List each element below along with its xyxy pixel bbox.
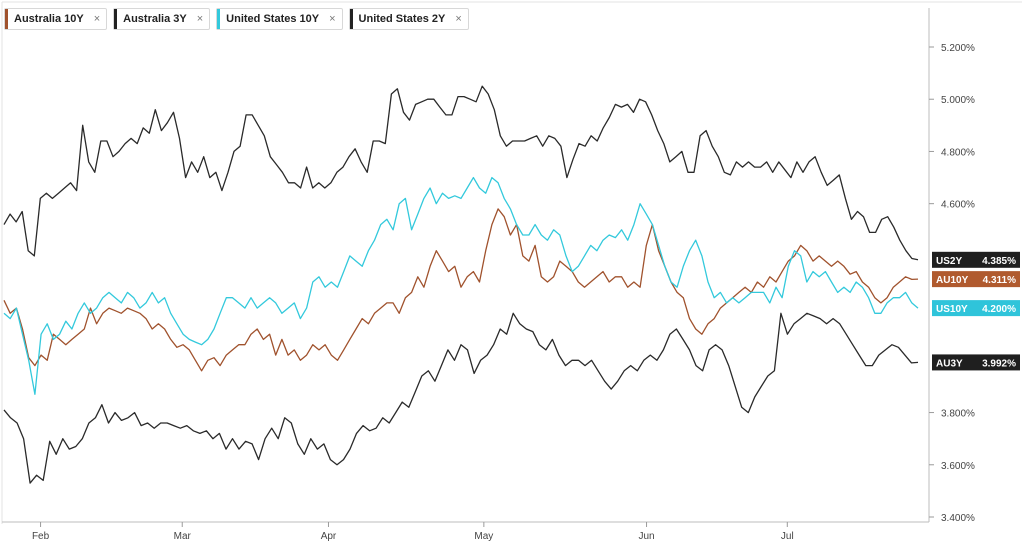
close-icon[interactable]: × <box>196 13 204 25</box>
last-value-series-label: US10Y <box>936 304 968 315</box>
legend-chip-australia-3y[interactable]: Australia 3Y × <box>113 8 211 30</box>
close-icon[interactable]: × <box>455 13 462 25</box>
x-tick-label: Mar <box>174 531 192 542</box>
legend: Australia 10Y × Australia 3Y × United St… <box>4 8 469 30</box>
legend-label: United States 10Y <box>226 13 320 25</box>
legend-swatch <box>114 9 118 29</box>
legend-label: United States 2Y <box>358 13 446 25</box>
x-tick-label: Feb <box>32 531 50 542</box>
close-icon[interactable]: × <box>93 13 101 25</box>
y-tick-label: 4.600% <box>941 200 975 211</box>
legend-chip-australia-10y[interactable]: Australia 10Y × <box>4 8 108 30</box>
legend-label: Australia 10Y <box>14 13 84 25</box>
last-value-label: 4.200% <box>982 304 1016 315</box>
series-line-us10y <box>3 176 919 395</box>
y-tick-label: 3.600% <box>941 461 975 472</box>
legend-chip-united-states-2y[interactable]: United States 2Y × <box>348 8 469 30</box>
x-tick-label: Apr <box>321 531 337 542</box>
y-tick-label: 5.000% <box>941 95 975 106</box>
legend-swatch <box>5 9 8 29</box>
legend-chip-united-states-10y[interactable]: United States 10Y × <box>216 8 343 30</box>
y-tick-label: 4.800% <box>941 147 975 158</box>
last-value-tag-au10y <box>932 271 1020 288</box>
legend-label: Australia 3Y <box>123 13 187 25</box>
y-tick-label: 3.800% <box>941 409 975 420</box>
x-tick-label: Jun <box>638 531 654 542</box>
last-value-series-label: US2Y <box>936 256 962 267</box>
y-tick-label: 3.400% <box>941 513 975 524</box>
legend-swatch <box>349 9 353 29</box>
x-tick-label: Jul <box>781 531 794 542</box>
last-value-tag-us2y <box>932 251 1020 268</box>
series-line-au3y <box>3 312 919 484</box>
last-value-tag-us10y <box>932 300 1020 317</box>
last-value-series-label: AU3Y <box>936 358 963 369</box>
legend-swatch <box>217 9 221 29</box>
last-value-label: 4.385% <box>982 256 1016 267</box>
last-value-label: 4.311% <box>983 275 1016 286</box>
x-tick-label: May <box>474 531 493 542</box>
close-icon[interactable]: × <box>329 13 336 25</box>
last-value-tag-au3y <box>932 354 1020 371</box>
last-value-series-label: AU10Y <box>936 275 969 286</box>
y-tick-label: 5.200% <box>941 43 975 54</box>
last-value-label: 3.992% <box>982 358 1016 369</box>
series-line-au10y <box>3 208 919 372</box>
series-line-us2y <box>3 85 919 261</box>
